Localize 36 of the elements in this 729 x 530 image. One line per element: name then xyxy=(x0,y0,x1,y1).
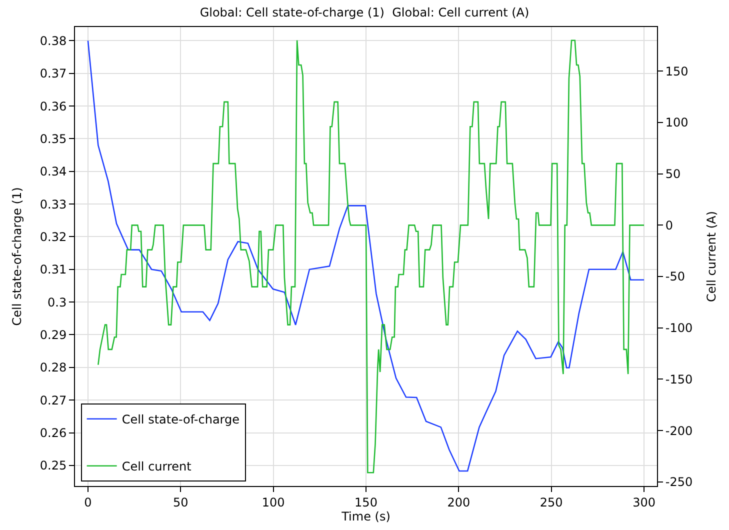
y-tick-label: 0.28 xyxy=(40,360,67,375)
x-tick-label: 100 xyxy=(262,495,285,510)
y2-tick-label: -100 xyxy=(665,321,693,336)
x-tick-label: 50 xyxy=(173,495,188,510)
y-tick-label: 0.31 xyxy=(40,262,67,277)
y-tick-label: 0.27 xyxy=(40,393,67,408)
y2-tick-label: 0 xyxy=(665,218,674,232)
y-axis-title: Cell state-of-charge (1) xyxy=(10,187,24,326)
legend-label: Cell state-of-charge xyxy=(122,412,240,427)
chart-title: Global: Cell state-of-charge (1) Global: Cell current (A) xyxy=(200,5,530,20)
y-tick-label: 0.29 xyxy=(40,328,67,342)
y-tick-label: 0.38 xyxy=(40,34,67,48)
y2-tick-label: 150 xyxy=(665,64,688,78)
y2-tick-label: -200 xyxy=(665,424,693,438)
y-tick-label: 0.37 xyxy=(40,66,67,81)
y-tick-label: 0.3 xyxy=(48,295,67,310)
y2-tick-label: -150 xyxy=(665,372,693,386)
y-tick-label: 0.26 xyxy=(40,426,67,440)
y2-tick-label: -50 xyxy=(665,270,686,284)
y-tick-label: 0.32 xyxy=(40,230,67,244)
x-tick-label: 300 xyxy=(632,495,656,510)
x-tick-label: 150 xyxy=(354,495,378,510)
y2-tick-label: 100 xyxy=(665,116,688,130)
y-tick-label: 0.35 xyxy=(40,132,67,146)
x-tick-label: 0 xyxy=(84,495,92,510)
y-tick-label: 0.25 xyxy=(40,458,67,473)
legend-label: Cell current xyxy=(122,460,192,474)
x-tick-label: 200 xyxy=(447,495,470,510)
x-axis-title: Time (s) xyxy=(340,509,390,524)
y2-axis-title: Cell current (A) xyxy=(704,211,719,302)
x-tick-label: 250 xyxy=(540,495,563,510)
y2-tick-label: -250 xyxy=(665,475,693,490)
y-tick-label: 0.33 xyxy=(40,197,67,212)
y-tick-label: 0.34 xyxy=(40,164,67,179)
y-tick-label: 0.36 xyxy=(40,99,67,114)
y2-tick-label: 50 xyxy=(665,167,681,182)
